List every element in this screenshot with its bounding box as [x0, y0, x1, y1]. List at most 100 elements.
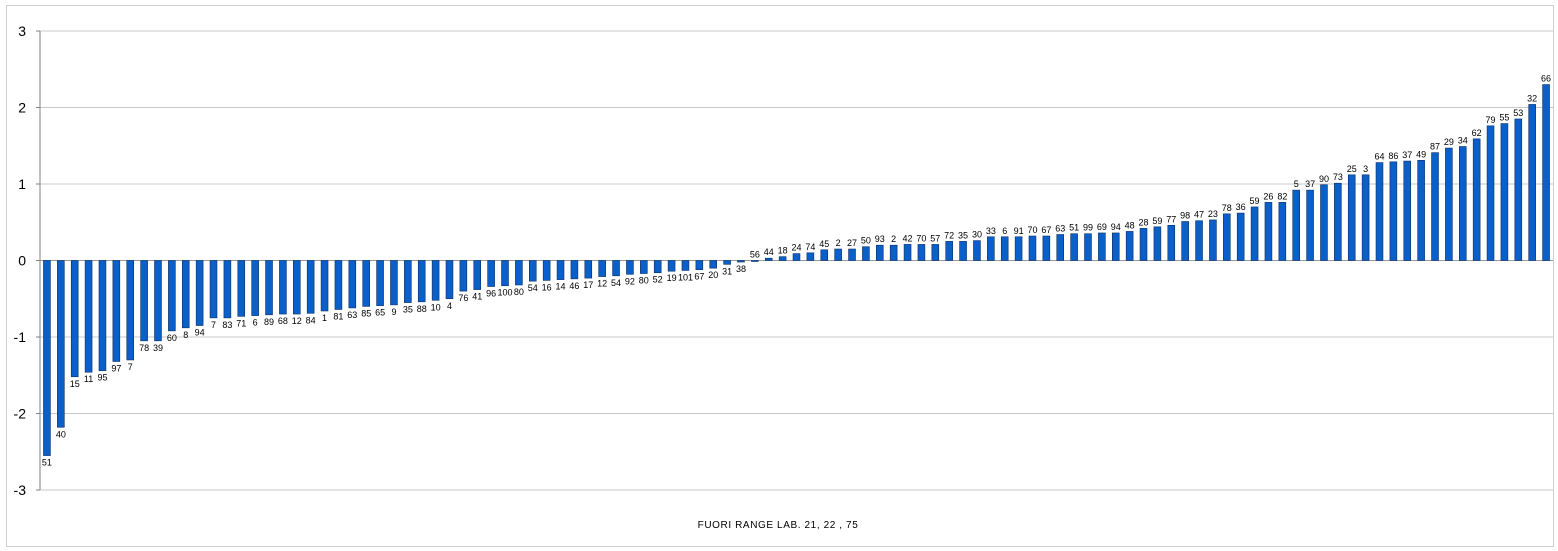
bar [1056, 234, 1065, 261]
bar [223, 260, 232, 319]
bar-data-label: 57 [930, 233, 940, 243]
bar [1500, 123, 1509, 261]
bar [57, 260, 65, 428]
bar [1389, 161, 1398, 261]
bar [1181, 221, 1189, 261]
bar-data-label: 11 [84, 374, 93, 384]
bar-data-label: 8 [183, 330, 188, 340]
bar [390, 260, 398, 306]
bar-data-label: 50 [861, 236, 871, 246]
bar [792, 253, 801, 261]
bar-data-label: 99 [1083, 223, 1093, 233]
bar-data-label: 44 [764, 247, 774, 257]
bar [1195, 220, 1203, 261]
bar-data-label: 88 [417, 304, 427, 314]
bar [1417, 159, 1425, 261]
bar [1028, 235, 1037, 261]
bar-data-label: 85 [361, 308, 371, 318]
bar [570, 260, 579, 280]
bar-data-label: 81 [333, 311, 343, 321]
bar [473, 260, 482, 290]
bar [556, 260, 565, 280]
bar [626, 260, 634, 275]
bar-data-label: 84 [306, 315, 316, 325]
bar [903, 244, 912, 261]
bar [1153, 226, 1162, 261]
bar [1528, 104, 1536, 261]
bar-data-label: 39 [153, 343, 163, 353]
bar [1070, 233, 1078, 261]
bar [487, 260, 495, 287]
bar [70, 260, 79, 378]
bar [1334, 182, 1342, 261]
bar [279, 260, 287, 315]
bar [515, 260, 523, 286]
bar-data-label: 89 [264, 317, 274, 327]
bar-data-label: 1 [322, 313, 327, 323]
bar-data-label: 29 [1444, 137, 1454, 147]
bar-data-label: 28 [1139, 217, 1149, 227]
bar [778, 256, 787, 261]
bar-data-label: 63 [1055, 223, 1065, 233]
bar-data-label: 96 [486, 289, 496, 299]
bar-data-label: 66 [1541, 74, 1551, 84]
bar-data-label: 67 [694, 272, 704, 282]
bar-data-label: 74 [805, 242, 815, 252]
bar [306, 260, 315, 314]
bar-data-label: 80 [514, 287, 524, 297]
bar-data-label: 2 [891, 234, 896, 244]
bar [528, 260, 537, 282]
bar-data-label: 93 [875, 234, 885, 244]
bar-data-label: 17 [583, 280, 593, 290]
bar [876, 244, 884, 261]
bar-data-label: 68 [278, 316, 288, 326]
bar [265, 260, 273, 316]
bar [917, 244, 926, 261]
bar-data-label: 56 [750, 250, 760, 260]
bar-data-label: 2 [836, 238, 841, 248]
bar [709, 260, 717, 269]
bar-data-label: 19 [667, 273, 677, 283]
bar [1236, 212, 1245, 261]
bar-data-label: 92 [625, 276, 635, 286]
bar-data-label: 54 [528, 283, 538, 293]
bar-data-label: 42 [903, 233, 913, 243]
bar [1514, 118, 1523, 261]
bar-data-label: 72 [944, 230, 954, 240]
y-tick-label: 1 [18, 176, 26, 192]
bar-data-label: 65 [375, 308, 385, 318]
bar-data-label: 15 [70, 379, 80, 389]
y-tick-label: 0 [18, 253, 26, 269]
bar [1459, 146, 1467, 261]
bar [376, 260, 384, 306]
bar [1167, 225, 1176, 261]
y-tick-label: -3 [14, 482, 27, 498]
bar [417, 260, 426, 303]
bar-data-label: 94 [195, 328, 205, 338]
bar-data-label: 90 [1319, 174, 1329, 184]
bar-data-label: 12 [292, 316, 302, 326]
bar [542, 260, 551, 281]
bar [959, 241, 967, 261]
bar-data-label: 83 [222, 320, 232, 330]
bar-data-label: 40 [56, 429, 66, 439]
bar-data-label: 6 [253, 318, 258, 328]
bar-data-label: 47 [1194, 210, 1204, 220]
bar [320, 260, 329, 312]
bar-data-label: 35 [958, 230, 968, 240]
bar [1542, 84, 1550, 261]
bar-data-label: 67 [1041, 225, 1051, 235]
bar-data-label: 36 [1236, 202, 1246, 212]
bar-data-label: 31 [722, 266, 732, 276]
bar [640, 260, 648, 274]
bar [987, 236, 995, 261]
bar [1042, 235, 1051, 261]
bar-data-label: 55 [1499, 113, 1509, 123]
bar [404, 260, 412, 303]
bar-data-label: 3 [1363, 164, 1368, 174]
y-tick-label: -1 [14, 329, 27, 345]
bar [293, 260, 301, 315]
x-axis-label: FUORI RANGE LAB. 21, 22 , 75 [698, 520, 859, 531]
bar [1139, 228, 1148, 261]
